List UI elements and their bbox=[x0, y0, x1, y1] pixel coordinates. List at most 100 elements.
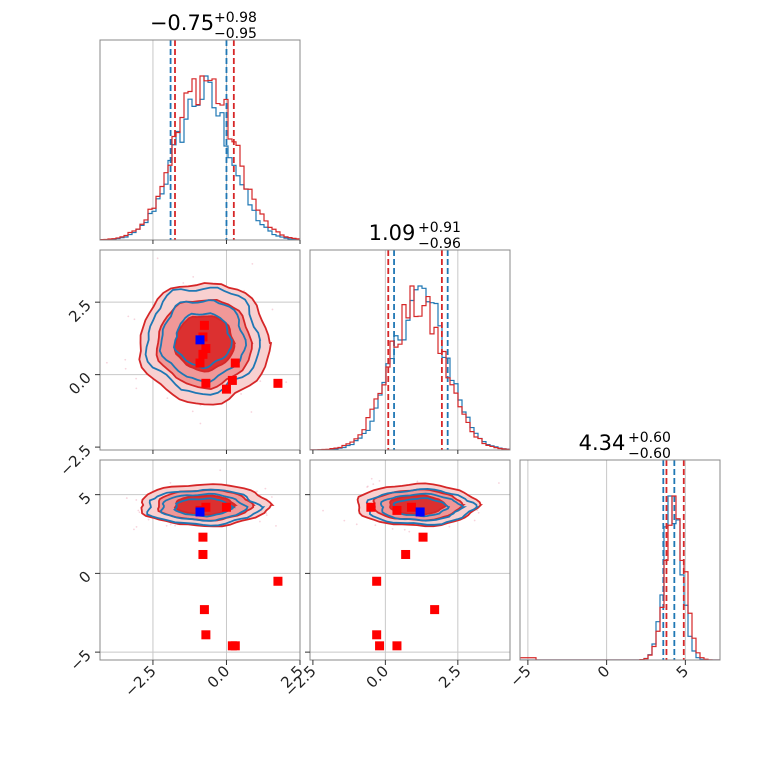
sample-point bbox=[403, 528, 406, 531]
truth-marker-red bbox=[366, 502, 376, 512]
sample-point bbox=[174, 524, 176, 527]
sample-point bbox=[147, 518, 150, 521]
truth-marker-blue bbox=[415, 507, 425, 517]
sample-point bbox=[133, 528, 135, 531]
hist-panel-2: 4.34 +0.60−0.60 bbox=[519, 430, 721, 661]
sample-point bbox=[378, 479, 381, 482]
hist-step-series-1 bbox=[520, 495, 720, 660]
contour-panel-2-1 bbox=[309, 459, 511, 661]
truth-marker-red bbox=[198, 349, 208, 359]
contour-panel-1-0 bbox=[99, 249, 301, 451]
sample-point bbox=[191, 410, 194, 413]
truth-marker-red bbox=[406, 502, 416, 512]
x-tick-label: 2.5 bbox=[435, 662, 465, 692]
contour-panel-2-0 bbox=[99, 459, 301, 661]
blue-contour-level-0 bbox=[144, 286, 262, 396]
sample-point bbox=[366, 485, 369, 488]
panel-title-value: −0.75 bbox=[150, 11, 214, 35]
sample-point bbox=[166, 397, 169, 400]
axes-frame bbox=[99, 459, 301, 661]
sample-point bbox=[124, 367, 127, 370]
sample-point bbox=[240, 393, 242, 395]
sample-point bbox=[477, 511, 480, 514]
truth-marker-red bbox=[392, 641, 402, 651]
truth-marker-red bbox=[418, 532, 428, 542]
y-tick-label: −5 bbox=[66, 646, 94, 674]
truth-marker-red bbox=[230, 641, 240, 651]
sample-point bbox=[125, 497, 128, 499]
axes-frame bbox=[519, 459, 721, 661]
x-tick-label: 0.0 bbox=[363, 662, 393, 692]
truth-marker-red bbox=[273, 576, 283, 586]
truth-marker-red bbox=[201, 502, 211, 512]
truth-marker-red bbox=[199, 320, 209, 330]
axes-frame bbox=[309, 459, 511, 661]
sample-point bbox=[137, 509, 140, 512]
sample-point bbox=[322, 509, 324, 512]
sample-point bbox=[270, 496, 273, 498]
sample-point bbox=[243, 289, 246, 292]
sample-point bbox=[264, 487, 267, 490]
truth-marker-red bbox=[201, 344, 211, 354]
axes-frame bbox=[309, 249, 511, 451]
panel-title-minus: −0.60 bbox=[628, 446, 671, 462]
hist-step-series-1 bbox=[100, 75, 300, 240]
sample-point bbox=[256, 490, 258, 493]
blue-contour-level-0 bbox=[146, 488, 266, 527]
sample-point bbox=[105, 361, 108, 364]
truth-marker-red bbox=[273, 378, 283, 388]
x-tick-label: −5 bbox=[506, 662, 534, 690]
truth-marker-red bbox=[195, 358, 205, 368]
x-tick-label: 0 bbox=[594, 662, 613, 681]
truth-marker-red bbox=[198, 549, 208, 559]
sample-point bbox=[135, 525, 138, 528]
sample-point bbox=[448, 525, 451, 528]
truth-marker-red bbox=[401, 549, 411, 559]
truth-marker-blue bbox=[195, 507, 205, 517]
truth-marker-red bbox=[375, 641, 385, 651]
panels: −0.75 +0.98−0.951.09 +0.91−0.964.34 +0.60−0… bbox=[56, 10, 721, 701]
sample-point bbox=[199, 422, 202, 425]
sample-point bbox=[271, 308, 274, 311]
axes-frame bbox=[99, 249, 301, 451]
x-tick-label: 5 bbox=[673, 662, 692, 681]
panel-title-value: 1.09 bbox=[369, 221, 416, 245]
sample-point bbox=[408, 530, 411, 533]
sample-point bbox=[355, 523, 358, 526]
sample-point bbox=[372, 483, 375, 486]
sample-point bbox=[192, 275, 195, 278]
sample-point bbox=[285, 381, 288, 384]
sample-point bbox=[169, 482, 172, 484]
sample-point bbox=[391, 527, 394, 530]
hist-panel-1: 1.09 +0.91−0.96 bbox=[309, 220, 511, 451]
truth-marker-blue bbox=[195, 335, 205, 345]
sample-point bbox=[275, 524, 277, 527]
truth-marker-red bbox=[392, 505, 402, 515]
contour-content bbox=[100, 250, 300, 450]
x-tick-label: 0.0 bbox=[204, 662, 234, 692]
hist-content bbox=[520, 460, 720, 660]
hist-step-series-1 bbox=[310, 285, 510, 450]
truth-marker-red bbox=[198, 532, 208, 542]
sample-point bbox=[156, 257, 159, 260]
truth-marker-red bbox=[221, 384, 231, 394]
sample-point bbox=[374, 524, 377, 527]
truth-marker-red bbox=[199, 605, 209, 615]
sample-point bbox=[182, 282, 185, 284]
blue-contour-level-2 bbox=[172, 312, 233, 370]
sample-point bbox=[258, 520, 261, 523]
y-tick-label: 0.0 bbox=[65, 369, 95, 399]
sample-point bbox=[133, 318, 136, 321]
sample-point bbox=[416, 480, 419, 483]
hist-content bbox=[100, 40, 300, 240]
truth-marker-red bbox=[201, 378, 211, 388]
sample-point bbox=[135, 377, 138, 380]
truth-marker-red bbox=[230, 358, 240, 368]
sample-point bbox=[127, 315, 130, 318]
contour-content bbox=[310, 460, 510, 660]
blue-contour-level-2 bbox=[173, 497, 237, 518]
sample-point bbox=[138, 511, 141, 514]
contour-content bbox=[100, 460, 300, 660]
truth-marker-red bbox=[372, 630, 382, 640]
